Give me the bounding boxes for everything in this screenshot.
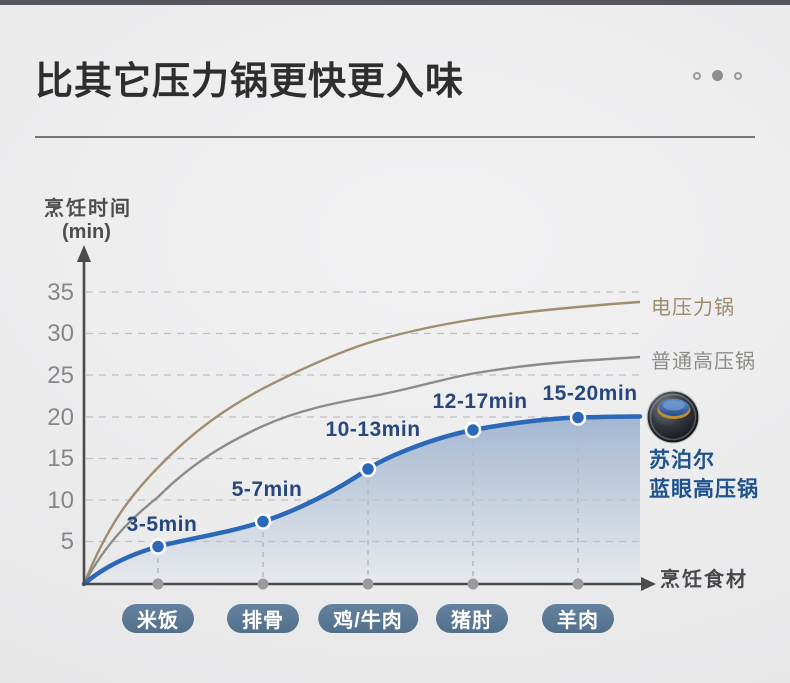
series-line-electric-pressure-cooker xyxy=(82,300,641,585)
title-divider xyxy=(35,136,755,138)
point-label-chicken-beef: 10-13min xyxy=(325,418,421,441)
top-bar xyxy=(0,0,790,5)
carousel-dot-icon[interactable] xyxy=(734,71,742,80)
category-pill-chicken-beef: 鸡/牛肉 xyxy=(318,604,418,633)
category-pill-ribs: 排骨 xyxy=(227,604,299,633)
supor-product-line: 蓝眼高压锅 xyxy=(649,478,759,501)
y-tick-label: 5 xyxy=(60,528,74,555)
y-tick-label: 20 xyxy=(47,404,74,431)
category-pill-pork-knuckle: 猪肘 xyxy=(436,604,508,633)
y-tick-label: 10 xyxy=(47,487,74,514)
carousel-dot-active-icon[interactable] xyxy=(712,70,723,81)
y-axis-unit: (min) xyxy=(62,221,111,243)
horizontal-gridlines xyxy=(86,291,640,543)
axis-category-dots xyxy=(152,578,584,590)
series-label-ordinary-pressure-cooker: 普通高压锅 xyxy=(651,351,756,373)
vertical-drop-lines xyxy=(157,418,579,583)
y-tick-label: 25 xyxy=(47,362,74,389)
series-line-ordinary-pressure-cooker xyxy=(82,355,641,585)
series-label-electric-pressure-cooker: 电压力锅 xyxy=(651,297,735,319)
y-axis-title: 烹饪时间 xyxy=(44,198,132,220)
supor-knob-icon xyxy=(646,390,700,444)
carousel-dot-icon[interactable] xyxy=(693,71,701,80)
y-axis-arrow-icon xyxy=(77,245,91,262)
y-tick-label: 35 xyxy=(47,279,74,306)
point-label-pork-knuckle: 12-17min xyxy=(432,390,528,413)
y-tick-label: 30 xyxy=(47,320,74,347)
point-label-lamb: 15-20min xyxy=(542,382,638,405)
supor-brand-line: 苏泊尔 xyxy=(649,449,715,472)
point-label-rice: 3-5min xyxy=(126,513,198,536)
x-axis-title: 烹饪食材 xyxy=(660,569,748,591)
y-tick-label: 15 xyxy=(47,445,74,472)
page-title: 比其它压力锅更快更入味 xyxy=(35,61,465,103)
carousel-dots xyxy=(693,70,742,81)
category-pill-lamb: 羊肉 xyxy=(542,604,614,633)
supor-data-points xyxy=(149,409,587,555)
point-label-ribs: 5-7min xyxy=(231,478,303,501)
category-pill-rice: 米饭 xyxy=(122,604,194,633)
x-axis-arrow-icon xyxy=(641,577,656,591)
series-label-supor-blue-eye: 苏泊尔 蓝眼高压锅 xyxy=(649,446,759,504)
